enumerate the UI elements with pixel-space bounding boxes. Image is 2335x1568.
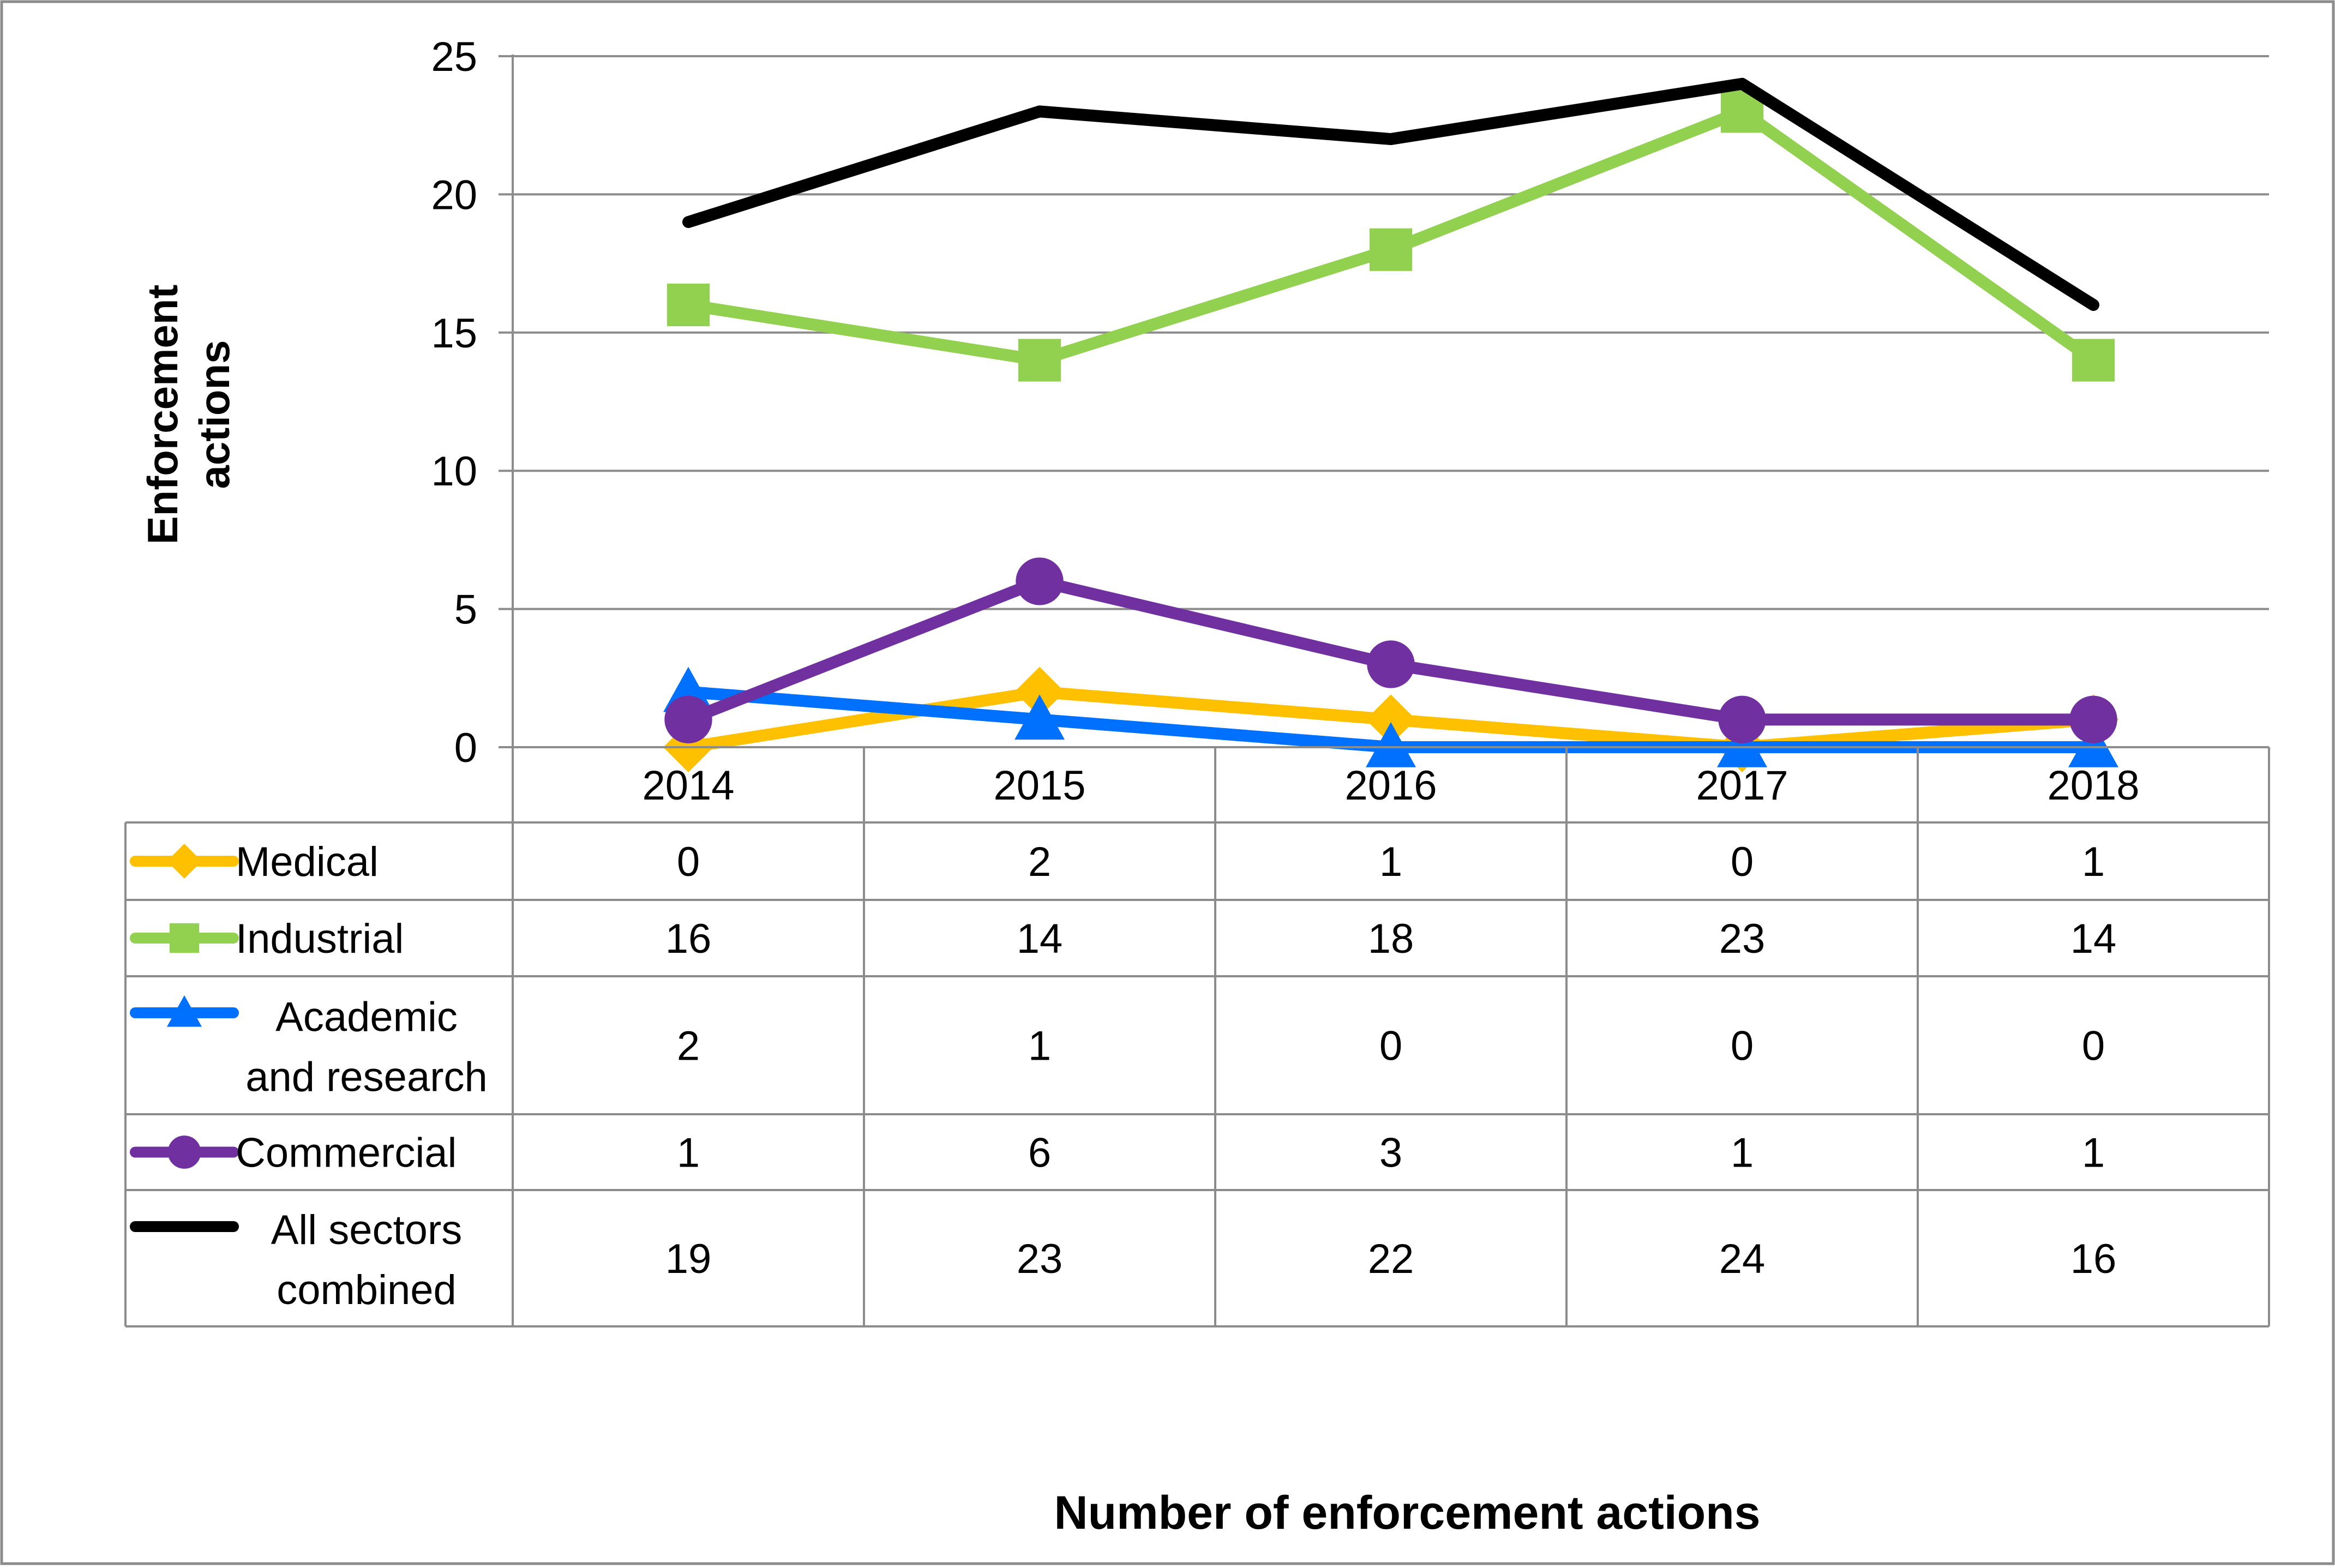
marker-circle xyxy=(1016,557,1064,605)
marker-circle xyxy=(2069,695,2117,744)
marker-square xyxy=(667,284,710,327)
table-cell-value: 0 xyxy=(677,839,700,885)
table-cell-value: 1 xyxy=(1028,1023,1051,1070)
table-cell-value: 19 xyxy=(665,1236,712,1282)
series-line xyxy=(682,77,2099,311)
marker-triangle xyxy=(1015,694,1065,740)
table-cell-value: 2 xyxy=(677,1023,700,1070)
table-cell-value: 1 xyxy=(2082,1130,2105,1176)
series-industrial xyxy=(667,90,2115,382)
y-tick-label: 15 xyxy=(431,310,477,357)
table-row: Medical 0 2 1 0 1 xyxy=(130,839,2105,885)
axes: 0 5 10 15 20 25 xyxy=(431,34,514,771)
series-name: Industrial xyxy=(236,916,404,962)
table-cell-value: 1 xyxy=(1731,1130,1754,1176)
marker-triangle xyxy=(2068,722,2118,767)
y-tick-label: 10 xyxy=(431,448,477,495)
table-cell-value: 14 xyxy=(1017,916,1063,962)
table-cell-value: 14 xyxy=(2070,916,2117,962)
y-axis-title: Enforcementactions xyxy=(139,285,238,545)
x-tick-label: 2016 xyxy=(1344,762,1437,809)
marker-circle xyxy=(1718,695,1766,744)
table-cell-value: 23 xyxy=(1017,1236,1063,1282)
table-row: Commercial 1 6 3 1 1 xyxy=(130,1130,2105,1176)
x-tick-label: 2014 xyxy=(642,762,734,809)
series-commercial xyxy=(664,557,2117,744)
table-cell-value: 2 xyxy=(1028,839,1051,885)
table-cell-value: 18 xyxy=(1368,916,1414,962)
marker-triangle-legend xyxy=(167,995,202,1027)
table-cell-value: 0 xyxy=(1379,1023,1402,1070)
table-cell-value: 16 xyxy=(665,916,712,962)
marker-diamond-legend xyxy=(167,844,202,879)
x-axis-title: Number of enforcement actions xyxy=(1054,1487,1761,1539)
table-cell-value: 3 xyxy=(1379,1130,1402,1176)
table-cell-value: 0 xyxy=(1731,1023,1754,1070)
marker-diamond xyxy=(1015,666,1065,717)
marker-diamond xyxy=(1366,694,1416,745)
y-tick-label: 20 xyxy=(431,172,477,218)
table-cell-value: 23 xyxy=(1719,916,1766,962)
y-tick-label: 0 xyxy=(454,725,477,771)
marker-triangle xyxy=(1366,722,1416,767)
marker-square xyxy=(2072,339,2115,382)
table-row: All sectors combined 19 23 22 24 16 xyxy=(130,1207,2117,1313)
y-tick-label: 5 xyxy=(454,587,477,633)
table-cell-value: 6 xyxy=(1028,1130,1051,1176)
y-tick-label: 25 xyxy=(431,34,477,80)
marker-triangle xyxy=(1717,722,1767,767)
marker-circle-legend xyxy=(167,1136,201,1169)
x-tick-label: 2017 xyxy=(1696,762,1788,809)
marker-square-legend xyxy=(169,923,200,953)
table-cell-value: 16 xyxy=(2070,1236,2117,1282)
marker-circle xyxy=(664,695,712,744)
table-row: Industrial 16 14 18 23 14 xyxy=(130,916,2117,962)
table-cell-value: 24 xyxy=(1719,1236,1766,1282)
table-cell-value: 1 xyxy=(2082,839,2105,885)
table-row: Academic and research 2 1 0 0 0 xyxy=(130,994,2105,1101)
series-name: Academic and research xyxy=(245,994,488,1101)
series-name: Medical xyxy=(236,839,379,885)
table-cell-value: 1 xyxy=(1379,839,1402,885)
series-name: Commercial xyxy=(236,1130,457,1176)
marker-square xyxy=(1369,228,1413,271)
table-cell-value: 0 xyxy=(2082,1023,2105,1070)
table-cell-value: 0 xyxy=(1731,839,1754,885)
gridlines xyxy=(513,55,2269,610)
marker-circle xyxy=(1367,640,1415,688)
axis-titles: Enforcementactions Number of enforcement… xyxy=(139,285,1761,1539)
x-tick-label: 2018 xyxy=(2047,762,2139,809)
series-all-sectors-combined xyxy=(682,77,2099,311)
marker-square xyxy=(1018,339,1061,382)
table-cell-value: 1 xyxy=(677,1130,700,1176)
series-name: All sectors combined xyxy=(271,1207,463,1313)
table-cell-value: 22 xyxy=(1368,1236,1414,1282)
x-tick-label: 2015 xyxy=(993,762,1085,809)
